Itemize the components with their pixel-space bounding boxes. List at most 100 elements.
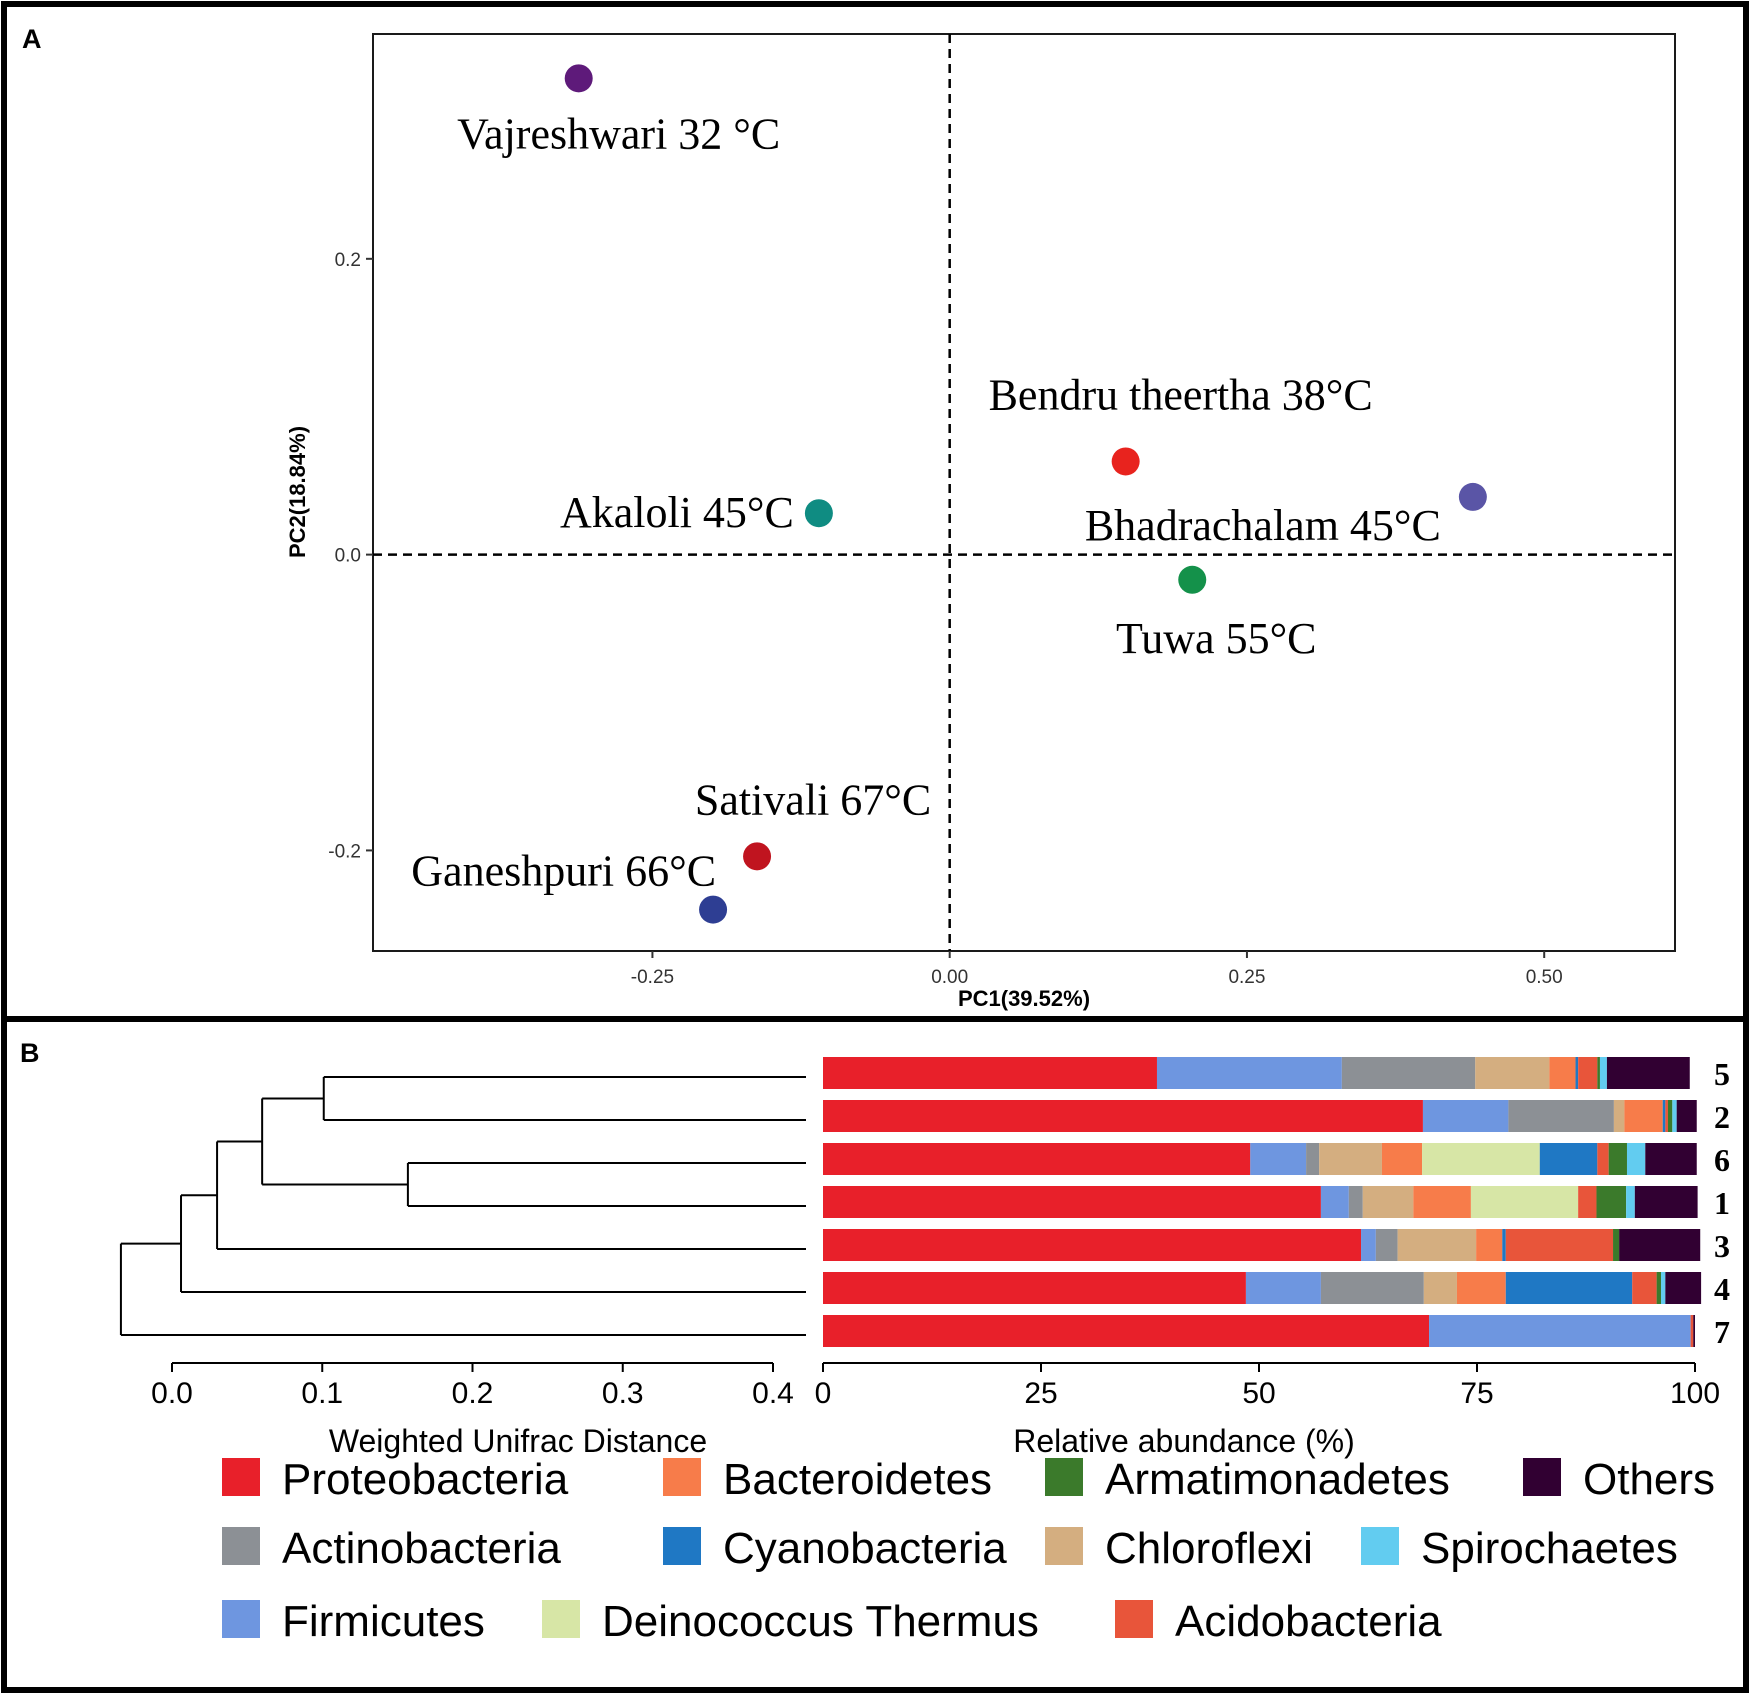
- bar-segment: [1549, 1057, 1576, 1089]
- dendrogram-tick-label: 0.3: [602, 1377, 644, 1410]
- phylum-legend: Proteobacteria Bacteroidetes Armatimonadet…: [222, 1455, 1715, 1646]
- legend-label: Cyanobacteria: [723, 1524, 1007, 1573]
- bar-segment: [823, 1272, 1246, 1304]
- bar-segment: [1319, 1143, 1382, 1175]
- bar-segment: [1645, 1143, 1697, 1175]
- bar-segment: [1475, 1057, 1550, 1089]
- pca-point-label: Ganeshpuri 66°C: [411, 847, 716, 896]
- legend-label: Chloroflexi: [1105, 1524, 1313, 1573]
- legend-swatch: [663, 1458, 701, 1496]
- legend-swatch: [663, 1527, 701, 1565]
- dendrogram-tick-label: 0.1: [301, 1377, 343, 1410]
- pca-x-axis-title: PC1(39.52%): [958, 986, 1090, 1011]
- bar-row-label: 3: [1714, 1228, 1730, 1264]
- bar-segment: [1456, 1272, 1506, 1304]
- bar-segment: [1502, 1229, 1506, 1261]
- pca-point: [1458, 482, 1487, 511]
- abundance-x-axis-title: Relative abundance (%): [1013, 1423, 1355, 1459]
- legend-label: Acidobacteria: [1175, 1597, 1442, 1646]
- panel-b-letter: B: [20, 1038, 40, 1068]
- bar-segment: [1662, 1100, 1666, 1132]
- stacked-bars: [823, 1057, 1702, 1347]
- bar-segment: [1156, 1057, 1342, 1089]
- pca-point-label: Tuwa 55°C: [1116, 614, 1317, 663]
- abundance-tick-label: 75: [1460, 1377, 1493, 1410]
- dendrogram: [119, 1076, 806, 1336]
- bar-segment: [1320, 1186, 1349, 1218]
- pca-point: [564, 64, 593, 93]
- pca-point: [1178, 565, 1207, 594]
- pca-point-label: Vajreshwari 32 °C: [457, 109, 780, 158]
- legend-swatch: [1523, 1458, 1561, 1496]
- pca-y-tick-label: 0.2: [335, 250, 361, 271]
- pca-points: [564, 64, 1487, 924]
- bar-segment: [1505, 1229, 1614, 1261]
- pca-x-tick-label: 0.25: [1228, 967, 1265, 988]
- legend-swatch: [1115, 1600, 1153, 1638]
- legend-swatch: [222, 1600, 260, 1638]
- bar-segment: [1470, 1186, 1579, 1218]
- bar-segment: [1508, 1100, 1614, 1132]
- pca-x-tick-label: 0.50: [1526, 967, 1563, 988]
- bar-segment: [1575, 1057, 1579, 1089]
- bar-segment: [1608, 1143, 1627, 1175]
- bar-segment: [1624, 1100, 1663, 1132]
- bar-segment: [1672, 1100, 1677, 1132]
- pca-point-label: Bhadrachalam 45°C: [1085, 501, 1441, 550]
- pca-point: [804, 499, 833, 528]
- bar-segment: [1613, 1229, 1620, 1261]
- bar-segment: [1422, 1143, 1540, 1175]
- pca-point-label: Bendru theertha 38°C: [989, 370, 1373, 419]
- bar-row-label: 1: [1714, 1185, 1730, 1221]
- bar-segment: [1626, 1143, 1646, 1175]
- pca-point-label: Akaloli 45°C: [560, 488, 794, 537]
- bar-segment: [1578, 1186, 1597, 1218]
- bar-segment: [1381, 1143, 1423, 1175]
- legend-swatch: [222, 1458, 260, 1496]
- bar-segment: [1599, 1057, 1607, 1089]
- legend-label: Proteobacteria: [282, 1455, 569, 1504]
- bar-segment: [1693, 1315, 1695, 1347]
- bar-segment: [1362, 1186, 1414, 1218]
- pca-y-axis-title: PC2(18.84%): [285, 426, 310, 558]
- bar-segment: [823, 1315, 1430, 1347]
- abundance-x-axis: 0 25 50 75 100: [815, 1362, 1720, 1410]
- bar-segment: [1626, 1186, 1635, 1218]
- legend-label: Firmicutes: [282, 1597, 485, 1646]
- bar-segment: [1578, 1057, 1598, 1089]
- bar-segment: [1690, 1315, 1694, 1347]
- abundance-tick-label: 50: [1242, 1377, 1275, 1410]
- pca-y-axis: 0.2 0.0 -0.2: [328, 250, 373, 862]
- legend-swatch: [1045, 1527, 1083, 1565]
- bar-segment: [1597, 1143, 1609, 1175]
- bar-segment: [1619, 1229, 1701, 1261]
- abundance-tick-label: 0: [815, 1377, 832, 1410]
- dendrogram-x-axis-title: Weighted Unifrac Distance: [329, 1423, 707, 1459]
- abundance-tick-label: 100: [1670, 1377, 1720, 1410]
- legend-label: Spirochaetes: [1421, 1524, 1678, 1573]
- bar-segment: [1665, 1100, 1668, 1132]
- bar-segment: [1348, 1186, 1363, 1218]
- bar-segment: [1596, 1186, 1627, 1218]
- bar-segment: [1397, 1229, 1477, 1261]
- legend-swatch: [542, 1600, 580, 1638]
- bar-segment: [1676, 1100, 1697, 1132]
- pca-point: [743, 842, 772, 871]
- bar-segment: [1250, 1143, 1307, 1175]
- legend-swatch: [1361, 1527, 1399, 1565]
- bar-segment: [1634, 1186, 1698, 1218]
- bar-segment: [1667, 1100, 1673, 1132]
- legend-swatch: [222, 1527, 260, 1565]
- dendrogram-tick-label: 0.4: [752, 1377, 794, 1410]
- pca-y-tick-label: -0.2: [328, 841, 361, 862]
- bar-segment: [1375, 1229, 1398, 1261]
- pca-x-tick-label: -0.25: [631, 967, 674, 988]
- bar-segment: [823, 1186, 1321, 1218]
- bar-segment: [1606, 1057, 1690, 1089]
- dendrogram-tick-label: 0.0: [151, 1377, 193, 1410]
- pca-point-labels: Vajreshwari 32 °C Akaloli 45°C Bendru thee…: [411, 109, 1441, 895]
- bar-row-label: 6: [1714, 1142, 1730, 1178]
- bar-row-label: 5: [1714, 1056, 1730, 1092]
- bar-segment: [1413, 1186, 1471, 1218]
